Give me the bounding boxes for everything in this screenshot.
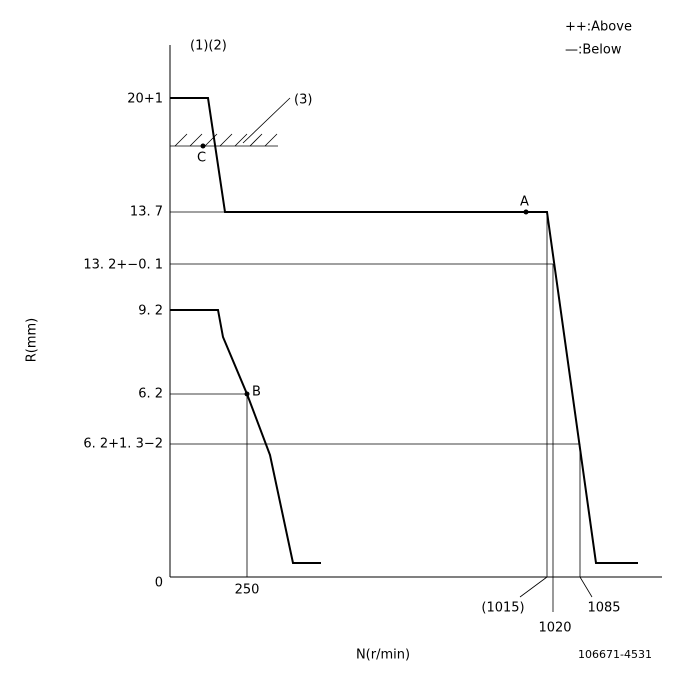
x-label: 1020 xyxy=(538,621,571,636)
x-label: 250 xyxy=(235,583,260,598)
legend-below: —:Below xyxy=(565,43,622,58)
points xyxy=(200,143,529,397)
upper-curve xyxy=(170,97,638,564)
y-label: 20+1 xyxy=(127,92,163,107)
stop-hatch xyxy=(170,133,278,147)
y-label: 0 xyxy=(155,576,163,591)
point-label: C xyxy=(197,151,206,166)
x-label: (1015) xyxy=(481,601,524,616)
point-label: A xyxy=(520,195,529,210)
code: 106671-4531 xyxy=(578,648,652,661)
y-label: 6. 2+1. 3−2 xyxy=(83,437,163,452)
x-label: 1085 xyxy=(587,601,620,616)
y-label: 13. 7 xyxy=(130,205,163,220)
reference-lines xyxy=(170,97,593,612)
y-label: 9. 2 xyxy=(138,304,163,319)
lower-curve xyxy=(170,309,321,564)
point-label: B xyxy=(252,385,261,400)
legend-above: ++:Above xyxy=(565,20,632,35)
notes: (1)(2) xyxy=(190,39,227,54)
stop-label: (3) xyxy=(294,93,312,108)
x-axis-title: N(r/min) xyxy=(356,648,410,663)
y-label: 13. 2+−0. 1 xyxy=(83,258,163,273)
axes xyxy=(169,45,662,578)
y-label: 6. 2 xyxy=(138,387,163,402)
y-axis-title: R(mm) xyxy=(25,318,40,363)
